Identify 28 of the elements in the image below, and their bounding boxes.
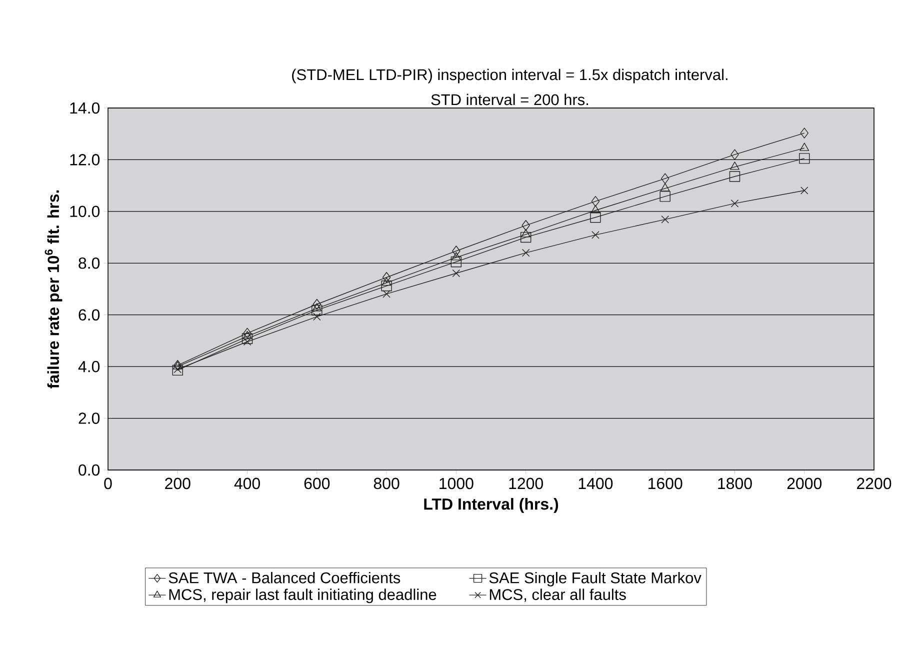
x-tick-label: 1600 [648,478,682,490]
y-tick-label: 10.0 [70,206,100,218]
x-tick-label: 1800 [718,478,752,490]
x-axis-title: LTD Interval (hrs.) [424,498,558,513]
x-tick-label: 2200 [857,478,892,490]
x-tick-label: 800 [374,478,400,490]
legend-label: SAE Single Fault State Markov [489,572,702,586]
legend-label: MCS, repair last fault initiating deadline [169,588,436,604]
x-tick-label: 600 [304,478,330,490]
y-tick-label: 2.0 [78,412,100,424]
x-tick-label: 400 [234,478,260,490]
x-tick-label: 200 [165,478,190,490]
x-tick-label: 0 [104,478,112,490]
y-tick-label: 8.0 [78,257,100,269]
x-tick-label: 1400 [578,478,613,490]
y-tick-label: 6.0 [78,309,100,321]
x-tick-label: 1000 [440,478,474,490]
chart-title: (STD-MEL LTD-PIR) inspection interval = 1.5x dispatch interval. [292,68,728,84]
x-tick-label: 2000 [787,478,822,490]
y-axis-title: failure rate per 10$^{6}$ flt. hrs. [44,190,62,388]
y-tick-label: 0.0 [78,464,100,476]
y-tick-label: 14.0 [70,102,100,114]
chart-subtitle: STD interval = 200 hrs. [431,94,588,106]
y-tick-label: 4.0 [78,360,100,372]
y-tick-label: 12.0 [70,154,100,166]
x-tick-label: 1200 [509,478,543,490]
legend-label: SAE TWA - Balanced Coefficients [168,572,400,584]
legend-label: MCS, clear all faults [490,588,626,602]
